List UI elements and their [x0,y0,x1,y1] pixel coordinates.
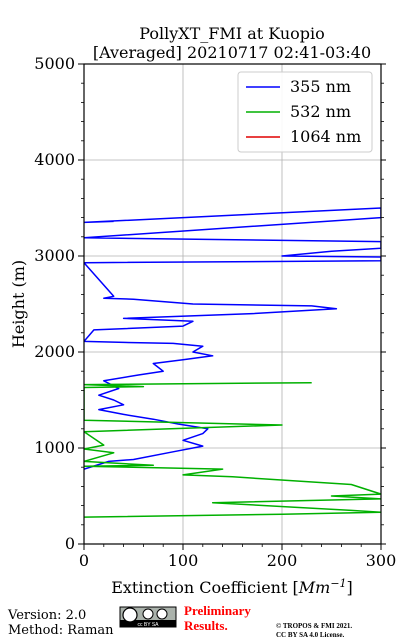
cc-icon [122,607,138,623]
x-tick-label: 0 [79,551,89,570]
x-tick-label: 300 [366,551,397,570]
by-icon [142,608,154,620]
legend-label-532: 532 nm [290,102,351,121]
cc-license-badge: cc BY SA [119,606,177,628]
copyright-text: © TROPOS & FMI 2021. [276,622,352,630]
x-axis-label: Extinction Coefficient [Mm−1] [111,577,353,597]
chart-title-line2: [Averaged] 20210717 02:41-03:40 [93,43,371,62]
version-text: Version: 2.0 [7,608,86,623]
series-line-532-nm [84,381,381,518]
y-axis-label: Height (m) [9,260,28,348]
plot-frame [83,63,382,545]
y-tick-label: 1000 [34,438,75,457]
series-line-355-nm [84,207,381,470]
method-text: Method: Raman [8,623,114,638]
preliminary-text-1: Preliminary [184,603,251,618]
license-text: CC BY SA 4.0 License. [276,631,344,639]
legend: 355 nm 532 nm 1064 nm [237,71,373,153]
legend-label-1064: 1064 nm [290,127,361,146]
y-tick-label: 0 [65,534,75,553]
x-tick-label: 200 [267,551,298,570]
sa-icon [156,608,168,620]
x-tick-label: 100 [168,551,199,570]
y-tick-label: 4000 [34,150,75,169]
legend-box [237,71,373,153]
y-tick-label: 3000 [34,246,75,265]
legend-label-355: 355 nm [290,77,351,96]
chart-title-line1: PollyXT_FMI at Kuopio [139,24,325,43]
series-layer [84,207,381,518]
preliminary-text-2: Results. [184,618,228,633]
y-tick-label: 2000 [34,342,75,361]
cc-badge-text: cc BY SA [137,622,159,628]
y-tick-label: 5000 [34,54,75,73]
